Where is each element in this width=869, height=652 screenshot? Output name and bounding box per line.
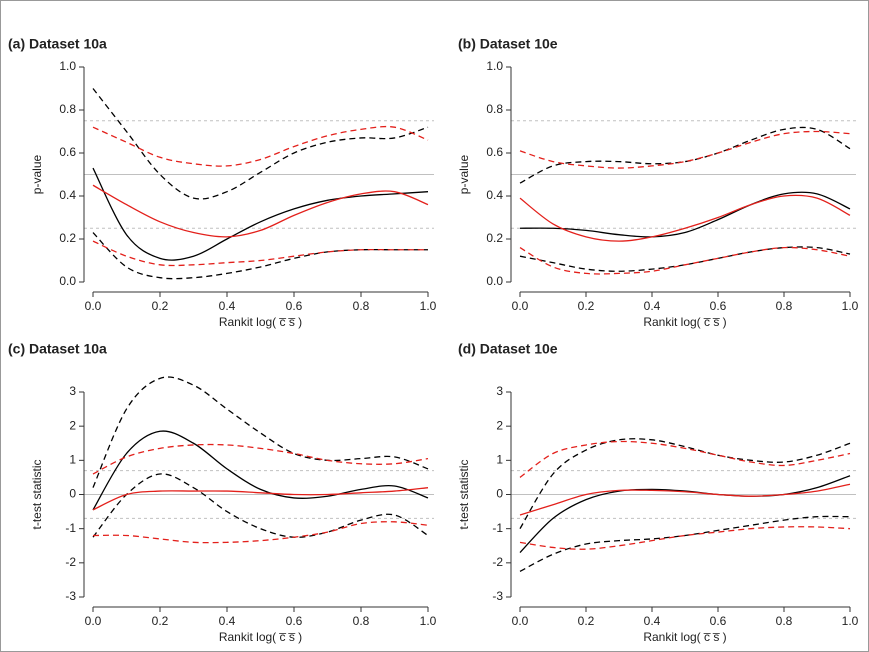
- series-line: [519, 483, 851, 516]
- series-line: [92, 443, 429, 475]
- x-axis-title: Rankit log( c̅ s̅ ): [219, 315, 302, 329]
- series-line: [519, 438, 851, 530]
- y-tick-label: 3: [69, 384, 76, 398]
- x-tick-label: 1.0: [420, 299, 437, 313]
- x-tick-label: 0.2: [152, 614, 169, 628]
- x-tick-label: 0.6: [710, 614, 727, 628]
- series-line: [92, 240, 428, 267]
- x-tick-label: 0.8: [776, 299, 793, 313]
- series-line: [92, 88, 429, 200]
- series-line: [519, 440, 851, 478]
- y-tick-label: -3: [492, 589, 503, 603]
- y-tick-label: 0.2: [486, 231, 503, 245]
- x-tick-label: 0.2: [578, 299, 595, 313]
- y-tick-label: 3: [496, 384, 503, 398]
- series-line: [92, 487, 429, 511]
- y-tick-label: -2: [492, 555, 503, 569]
- y-tick-label: 0.4: [486, 188, 503, 202]
- y-tick-label: -2: [65, 555, 76, 569]
- x-tick-label: 0.8: [776, 614, 793, 628]
- series-line: [92, 232, 428, 280]
- y-tick-label: 0.2: [59, 231, 76, 245]
- series-line: [519, 130, 851, 169]
- y-axis-title: p-value: [457, 154, 471, 194]
- x-axis-title: Rankit log( c̅ s̅ ): [643, 315, 726, 329]
- y-tick-label: 2: [496, 418, 503, 432]
- series-line: [519, 191, 851, 238]
- y-axis-title: t-test statistic: [30, 459, 44, 529]
- series-line: [519, 126, 851, 184]
- x-tick-label: 0.0: [85, 299, 102, 313]
- series-line: [519, 515, 851, 572]
- y-tick-label: -1: [492, 521, 503, 535]
- panel-title: (d) Dataset 10e: [458, 341, 558, 357]
- series-line: [519, 475, 851, 554]
- x-tick-label: 0.6: [286, 614, 303, 628]
- y-tick-label: -3: [65, 589, 76, 603]
- y-tick-label: 0.6: [59, 145, 76, 159]
- series-line: [92, 521, 429, 544]
- x-tick-label: 0.8: [353, 614, 370, 628]
- series-line: [92, 376, 429, 488]
- x-tick-label: 0.2: [578, 614, 595, 628]
- x-tick-label: 0.0: [512, 299, 529, 313]
- y-tick-label: 1.0: [59, 59, 76, 73]
- y-tick-label: 0.0: [59, 274, 76, 288]
- panel-title: (b) Dataset 10e: [458, 36, 558, 52]
- x-tick-label: 0.4: [644, 614, 661, 628]
- x-tick-label: 0.0: [512, 614, 529, 628]
- panel-title: (c) Dataset 10a: [8, 341, 107, 357]
- y-tick-label: 0.8: [486, 102, 503, 116]
- y-tick-label: 0.6: [486, 145, 503, 159]
- y-axis-title: t-test statistic: [457, 459, 471, 529]
- series-line: [92, 473, 429, 538]
- y-tick-label: 1: [69, 453, 76, 467]
- series-line: [92, 184, 429, 238]
- x-tick-label: 0.4: [219, 299, 236, 313]
- y-tick-label: 2: [69, 418, 76, 432]
- series-line: [519, 526, 851, 550]
- y-tick-label: 1.0: [486, 59, 503, 73]
- y-tick-label: 0.4: [59, 188, 76, 202]
- x-axis-title: Rankit log( c̅ s̅ ): [219, 630, 302, 644]
- x-tick-label: 0.6: [710, 299, 727, 313]
- x-tick-label: 1.0: [842, 299, 859, 313]
- x-tick-label: 0.6: [286, 299, 303, 313]
- y-tick-label: 0.0: [486, 274, 503, 288]
- x-tick-label: 1.0: [842, 614, 859, 628]
- x-tick-label: 0.4: [644, 299, 661, 313]
- y-tick-label: 0: [496, 487, 503, 501]
- series-line: [92, 125, 429, 167]
- y-tick-label: 0.8: [59, 102, 76, 116]
- x-tick-label: 0.0: [85, 614, 102, 628]
- panel-title: (a) Dataset 10a: [8, 36, 107, 52]
- series-line: [519, 194, 851, 242]
- x-tick-label: 0.8: [353, 299, 370, 313]
- y-axis-title: p-value: [30, 154, 44, 194]
- y-tick-label: 0: [69, 487, 76, 501]
- x-axis-title: Rankit log( c̅ s̅ ): [643, 630, 726, 644]
- y-tick-label: 1: [496, 453, 503, 467]
- series-line: [92, 430, 429, 511]
- y-tick-label: -1: [65, 521, 76, 535]
- series-line: [519, 246, 851, 272]
- series-line: [519, 246, 851, 275]
- x-tick-label: 0.4: [219, 614, 236, 628]
- series-line: [92, 167, 429, 261]
- x-tick-label: 0.2: [152, 299, 169, 313]
- x-tick-label: 1.0: [420, 614, 437, 628]
